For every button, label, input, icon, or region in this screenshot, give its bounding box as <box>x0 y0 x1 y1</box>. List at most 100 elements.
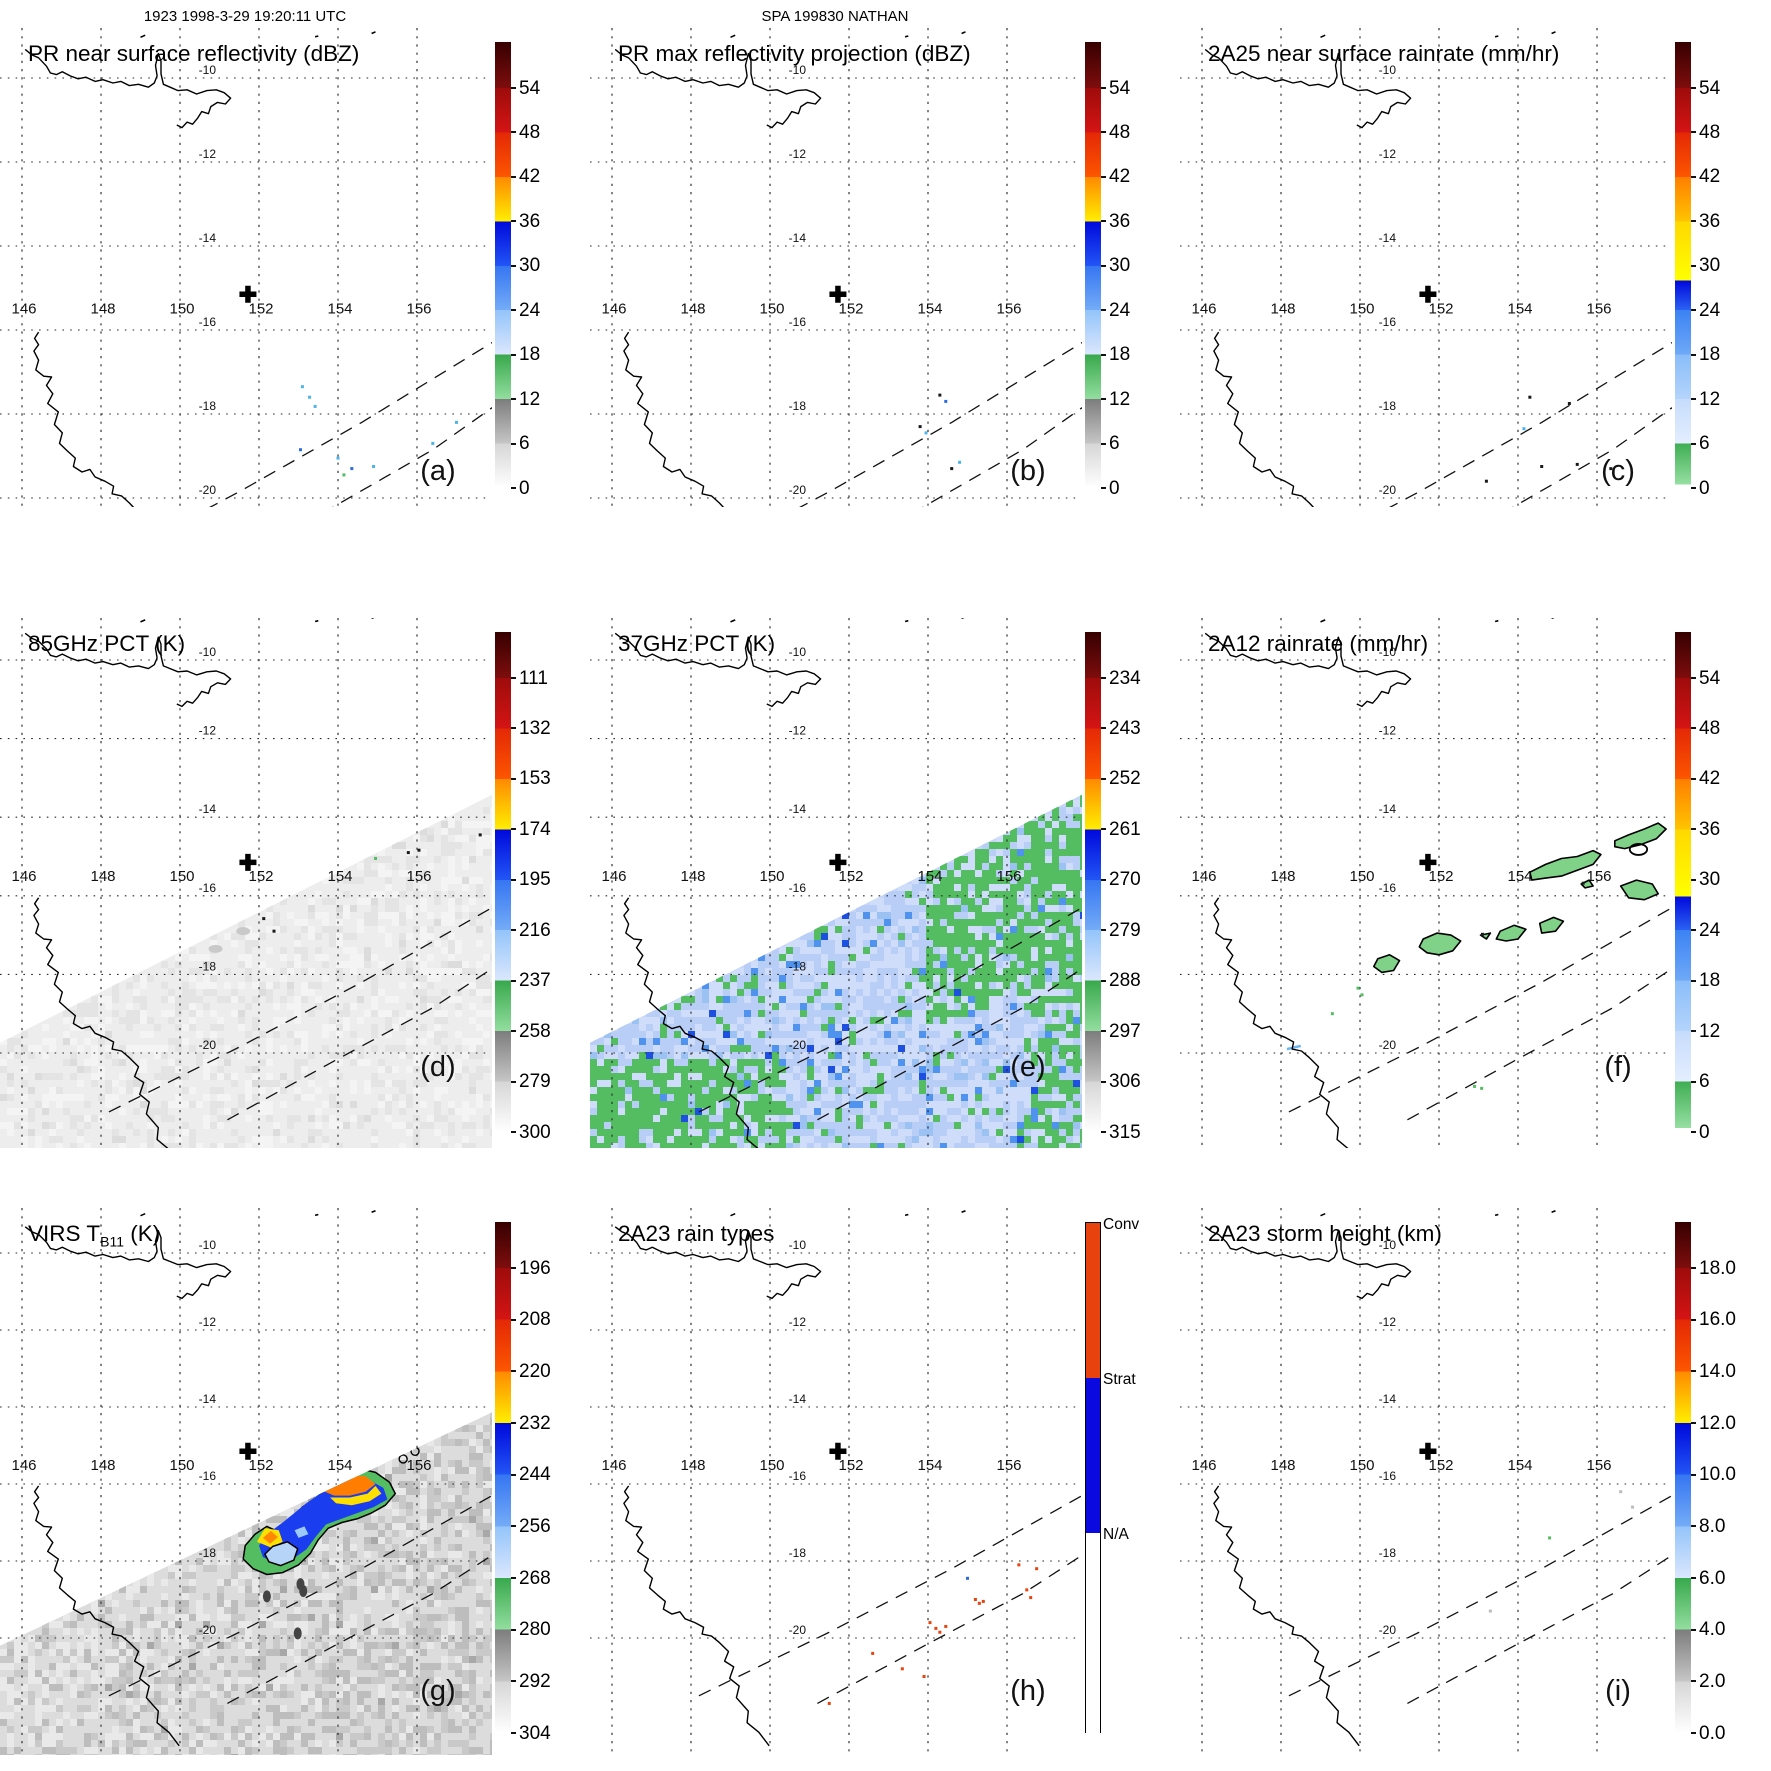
colorbar-tickmark <box>1101 1080 1106 1083</box>
panel-title-b: PR max reflectivity projection (dBZ) <box>618 41 971 66</box>
storm-header: SPA 199830 NATHAN <box>761 8 909 25</box>
colorbar-tickmark <box>1691 828 1696 831</box>
lon-label: 148 <box>680 1457 705 1474</box>
colorbar-tickmark <box>1101 777 1106 780</box>
colorbar-tick-label: 2.0 <box>1699 1670 1726 1692</box>
lon-label: 146 <box>1191 1457 1216 1474</box>
storm-center-marker <box>1419 285 1437 303</box>
lon-label: 150 <box>1349 1457 1374 1474</box>
lon-label: 152 <box>248 1457 273 1474</box>
colorbar-tick-label: 288 <box>1109 970 1141 992</box>
colorbar-tickmark <box>1101 442 1106 445</box>
lat-label: -16 <box>1379 1469 1397 1483</box>
colorbar-tickmark <box>511 727 516 730</box>
colorbar-tickmark <box>1691 1577 1696 1579</box>
panel-a: -10 -12 -14 -16 -18 -20 146 148 150 152 154 156 (a) … <box>0 28 590 507</box>
colorbar-tickmark <box>511 777 516 780</box>
colorbar-tickmark <box>1691 929 1696 932</box>
colorbar-tick-label: 6 <box>519 433 530 455</box>
colorbar-tickmark <box>1691 1318 1696 1321</box>
lat-label: -18 <box>199 399 217 413</box>
colorbar-tick-label: 268 <box>519 1567 551 1589</box>
coastline <box>614 31 966 507</box>
lon-label: 156 <box>1586 1457 1611 1474</box>
lon-label: 154 <box>1507 868 1532 885</box>
colorbar-c <box>1675 42 1691 488</box>
colorbar-tickmark <box>1101 1131 1106 1133</box>
panel-g: -10 -12 -14 -16 -18 -20 146 148 150 152 154 156 (g) … <box>0 1208 590 1755</box>
colorbar-tickmark <box>1691 175 1696 178</box>
lon-label: 156 <box>406 300 431 317</box>
lon-label: 152 <box>838 1457 863 1474</box>
colorbar-tickmark <box>1101 264 1106 267</box>
coastline <box>614 618 965 1148</box>
lon-label: 150 <box>1349 300 1374 317</box>
lon-label: 150 <box>759 300 784 317</box>
panel-b: -10 -12 -14 -16 -18 -20 146 148 150 152 154 156 (b) … <box>590 28 1180 507</box>
colorbar-tick-label: 315 <box>1109 1121 1141 1143</box>
lat-label: -14 <box>199 1392 217 1406</box>
lon-label: 150 <box>169 868 194 885</box>
colorbar-tickmark <box>1691 1267 1696 1269</box>
colorbar-tick-label: 6 <box>1699 433 1710 455</box>
colorbar-tick-label: 18 <box>1699 970 1721 992</box>
colorbar-tickmark <box>1101 878 1106 881</box>
colorbar-tickmark <box>511 1732 516 1734</box>
panel-i: -10 -12 -14 -16 -18 -20 146 148 150 152 154 156 (i) … <box>1180 1208 1770 1755</box>
colorbar-tickmark <box>511 1577 516 1579</box>
lat-label: -10 <box>1379 1238 1397 1252</box>
timestamp-header: 1923 1998-3-29 19:20:11 UTC <box>143 8 347 25</box>
colorbar-tickmark <box>1691 264 1696 267</box>
title-g-sub: B11 <box>100 1233 124 1250</box>
lat-label: -16 <box>1379 315 1397 329</box>
panel-title-c: 2A25 near surface rainrate (mm/hr) <box>1208 41 1560 66</box>
colorbar-tick-label: 30 <box>1109 255 1131 277</box>
lon-label: 148 <box>1270 1457 1295 1474</box>
lat-label: -10 <box>789 63 807 77</box>
lon-label: 152 <box>1428 1457 1453 1474</box>
coastline <box>1204 618 1555 1148</box>
colorbar-tickmark <box>1691 878 1696 881</box>
colorbar-tickmark <box>1691 1131 1696 1133</box>
colorbar-tick-label: 279 <box>519 1071 551 1093</box>
colorbar-tick-label: 270 <box>1109 869 1141 891</box>
storm-center-marker <box>1419 853 1437 871</box>
lat-label: -12 <box>789 724 807 738</box>
colorbar-block <box>1086 1223 1100 1378</box>
storm-center-marker <box>239 853 257 871</box>
colorbar-tickmark <box>511 1370 516 1373</box>
storm-center-marker <box>829 1442 847 1460</box>
lat-label: -10 <box>199 1238 217 1252</box>
map-i: -10 -12 -14 -16 -18 -20 146 148 150 152 154 156 (i) <box>1180 1208 1672 1755</box>
lat-label: -10 <box>789 1238 807 1252</box>
colorbar-tickmark <box>1691 1030 1696 1033</box>
colorbar-tick-label: 18 <box>519 344 541 366</box>
colorbar-tick-label: 243 <box>1109 717 1141 739</box>
colorbar-tickmark <box>511 131 516 134</box>
colorbar-tick-label: 0 <box>1699 1121 1710 1143</box>
lon-label: 154 <box>327 300 352 317</box>
map-d: -10 -12 -14 -16 -18 -20 146 148 150 152 154 156 (d) <box>0 618 492 1148</box>
lat-label: -18 <box>1379 1546 1397 1560</box>
storm-center-marker <box>829 285 847 303</box>
colorbar-tick-label: 304 <box>519 1722 551 1744</box>
colorbar-tickmark <box>1691 777 1696 780</box>
colorbar-tick-label: 237 <box>519 970 551 992</box>
colorbar-tickmark <box>1101 175 1106 178</box>
colorbar-label: Conv <box>1103 1216 1140 1233</box>
colorbar-tick-label: 42 <box>519 166 541 188</box>
colorbar-tick-label: 252 <box>1109 768 1141 790</box>
colorbar-tickmark <box>511 1422 516 1424</box>
lat-label: -18 <box>199 959 217 973</box>
colorbar-tick-label: 54 <box>519 77 541 99</box>
colorbar-tickmark <box>1101 220 1106 223</box>
colorbar-tick-label: 48 <box>1699 717 1721 739</box>
map-h: -10 -12 -14 -16 -18 -20 146 148 150 152 154 156 (h) <box>590 1208 1082 1755</box>
lat-label: -18 <box>199 1546 217 1560</box>
colorbar-tickmark <box>1691 727 1696 730</box>
colorbar-tickmark <box>511 979 516 982</box>
colorbar-tickmark <box>1101 131 1106 134</box>
colorbar-tick-label: 292 <box>519 1670 551 1692</box>
lon-label: 156 <box>1586 300 1611 317</box>
